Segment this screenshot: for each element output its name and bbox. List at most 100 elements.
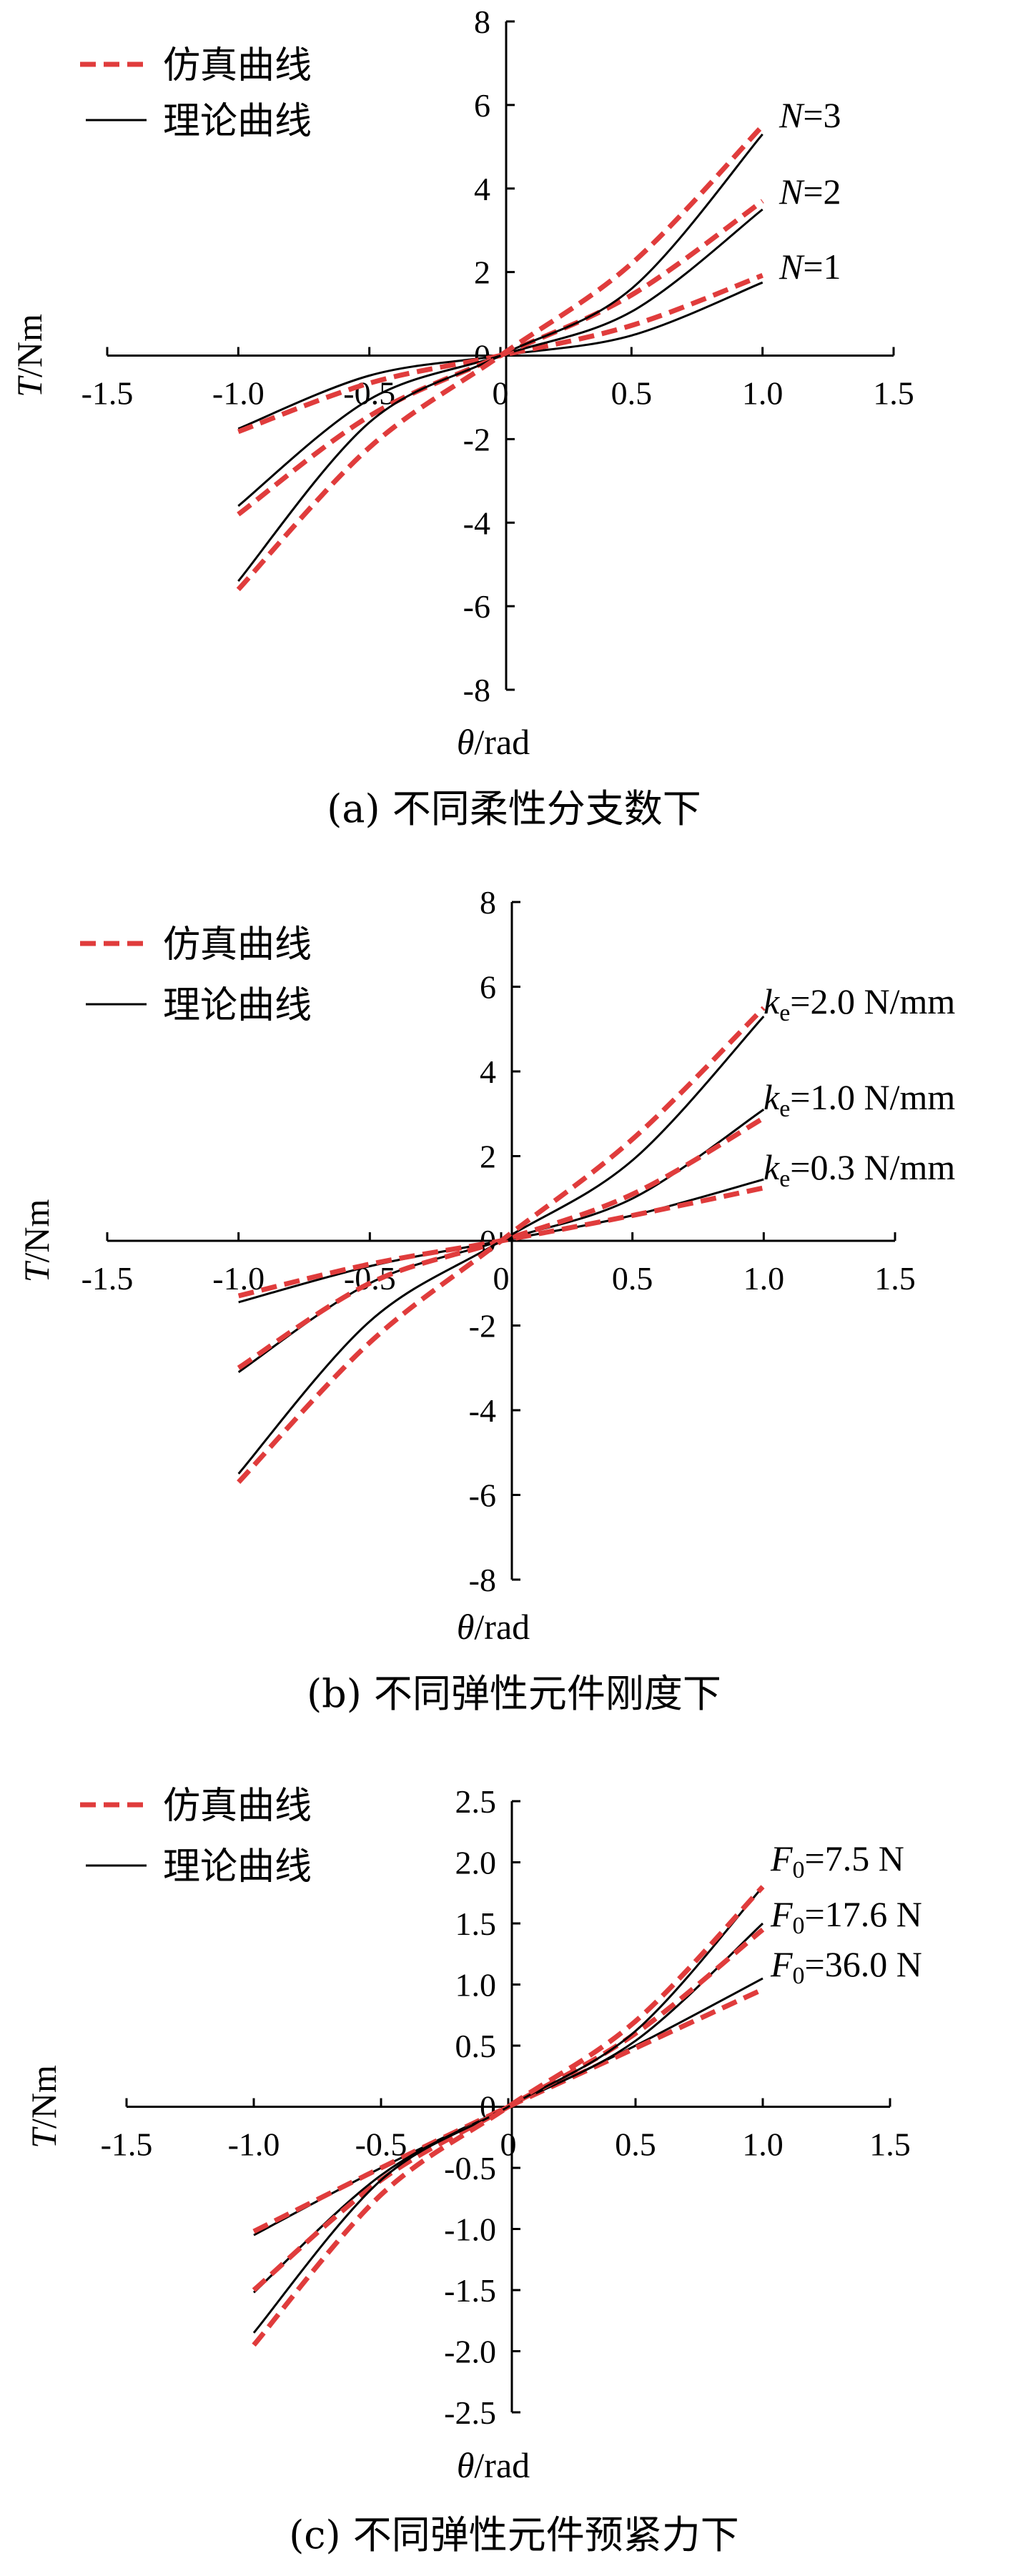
x-tick-label: 0 — [493, 375, 509, 412]
x-tick-label: -1.0 — [212, 375, 265, 412]
x-tick-label: -1.5 — [81, 1260, 134, 1297]
y-tick-label: -2 — [463, 421, 490, 457]
ann-value: =0.3 N/mm — [790, 1147, 955, 1187]
y-axis-label: T/Nm — [9, 314, 49, 397]
y-tick-label: -2.5 — [444, 2394, 496, 2431]
x-tick-label: -0.5 — [355, 2126, 407, 2163]
x-axis-symbol: θ — [457, 2445, 475, 2485]
y-tick-label: 0.5 — [455, 2028, 497, 2064]
x-axis-symbol: θ — [457, 722, 475, 762]
y-tick-label: -4 — [463, 505, 490, 541]
ann-subscript: e — [779, 1000, 790, 1026]
x-tick-label: -1.5 — [101, 2126, 153, 2163]
ann-value: =1 — [803, 247, 841, 287]
y-axis-label: T/Nm — [24, 2065, 64, 2149]
curve-annotation-2: ke=2.0 N/mm — [763, 981, 955, 1026]
curve-annotation-2: N=3 — [779, 95, 841, 135]
y-tick-label: -1.5 — [444, 2272, 496, 2309]
ann-value: =3 — [803, 95, 841, 135]
legend-theory-label: 理论曲线 — [163, 984, 312, 1027]
panel-caption: (a) 不同柔性分支数下 — [327, 786, 701, 831]
y-axis-unit: /Nm — [16, 1199, 56, 1263]
x-tick-label: 1.5 — [874, 1260, 916, 1297]
chart-panel-2: -1.5 -1.0 -0.5 0 0.5 1.0 1.52.52.01.51.00.50-0… — [24, 1783, 922, 2557]
curve-annotation-1: F0=17.6 N — [770, 1894, 922, 1939]
y-axis-unit: /Nm — [9, 314, 49, 377]
theory-curve-2 — [252, 1886, 764, 2334]
panel-caption: (b) 不同弹性元件刚度下 — [307, 1671, 721, 1716]
x-axis-symbol: θ — [457, 1607, 475, 1647]
legend-sim-label: 仿真曲线 — [163, 44, 312, 87]
y-tick-label: 8 — [474, 4, 490, 40]
x-axis-label: θ/rad — [457, 722, 530, 762]
theory-curve-2 — [237, 1015, 765, 1475]
y-tick-label: 2 — [474, 254, 490, 291]
sim-curve-0 — [252, 1987, 764, 2234]
ann-value: =2.0 N/mm — [790, 981, 955, 1021]
y-axis-symbol: T — [16, 1260, 56, 1282]
legend-sim-label: 仿真曲线 — [163, 923, 312, 966]
y-tick-label: 8 — [480, 884, 496, 921]
ann-symbol: k — [763, 981, 780, 1021]
x-tick-label: 1.0 — [743, 1260, 785, 1297]
y-tick-label: 1.0 — [455, 1967, 497, 2003]
ann-symbol: k — [763, 1147, 780, 1187]
y-tick-label: -1.0 — [444, 2211, 496, 2248]
y-tick-label: -2.0 — [444, 2334, 496, 2370]
sim-curve-2 — [252, 1885, 765, 2347]
y-tick-label: 1.5 — [455, 1906, 497, 1942]
ann-symbol: F — [770, 1944, 793, 1984]
sim-curve-2 — [236, 124, 765, 592]
curve-annotation-0: ke=0.3 N/mm — [763, 1147, 955, 1192]
chart-panel-1: -1.5 -1.0 -0.5 0 0.5 1.0 1.586420-2-4-6-8ke=0.… — [16, 884, 955, 1716]
y-tick-label: -6 — [469, 1477, 496, 1514]
ann-subscript: 0 — [793, 1857, 805, 1883]
y-tick-label: 2.5 — [455, 1783, 497, 1820]
sim-curve-1 — [237, 199, 764, 517]
x-tick-label: 1.0 — [742, 2126, 784, 2163]
legend-sim-label: 仿真曲线 — [163, 1785, 312, 1828]
y-tick-label: -2 — [469, 1308, 496, 1344]
x-tick-label: -1.5 — [81, 375, 134, 412]
ann-symbol: F — [770, 1894, 793, 1934]
chart-panel-0: -1.5 -1.0 -0.5 0 0.5 1.0 1.586420-2-4-6-8N=1N=… — [9, 4, 914, 831]
y-tick-label: 6 — [474, 87, 490, 124]
ann-value: =1.0 N/mm — [790, 1077, 955, 1117]
x-tick-label: 1.0 — [742, 375, 784, 412]
x-tick-label: 0 — [500, 2126, 517, 2163]
curve-annotation-1: ke=1.0 N/mm — [763, 1077, 955, 1122]
x-axis-unit: /rad — [474, 1607, 530, 1647]
x-tick-label: 0.5 — [612, 1260, 653, 1297]
y-tick-label: -8 — [463, 672, 490, 708]
ann-symbol: N — [779, 172, 805, 212]
ann-symbol: N — [779, 247, 805, 287]
x-tick-label: 0.5 — [615, 2126, 656, 2163]
curve-annotation-2: F0=7.5 N — [770, 1838, 904, 1883]
x-tick-label: 1.5 — [873, 375, 914, 412]
x-tick-label: 1.5 — [869, 2126, 911, 2163]
y-tick-label: 6 — [480, 969, 496, 1006]
curve-annotation-1: N=2 — [779, 172, 841, 212]
ann-value: =7.5 N — [805, 1838, 904, 1878]
y-tick-label: -6 — [463, 588, 490, 625]
y-tick-label: 4 — [480, 1054, 496, 1090]
ann-symbol: N — [779, 95, 805, 135]
x-tick-label: -1.0 — [228, 2126, 280, 2163]
x-tick-label: 0 — [493, 1260, 510, 1297]
x-axis-label: θ/rad — [457, 2445, 530, 2485]
y-tick-label: 2 — [480, 1139, 496, 1175]
y-tick-label: -8 — [469, 1562, 496, 1598]
curve-annotation-0: F0=36.0 N — [770, 1944, 922, 1989]
ann-value: =36.0 N — [805, 1944, 922, 1984]
y-tick-label: -0.5 — [444, 2150, 496, 2186]
y-tick-label: 4 — [474, 171, 490, 207]
theory-curve-2 — [237, 133, 763, 583]
y-tick-label: 2.0 — [455, 1845, 497, 1881]
ann-value: =17.6 N — [805, 1894, 922, 1934]
ann-value: =2 — [803, 172, 841, 212]
y-axis-symbol: T — [9, 375, 49, 397]
ann-subscript: e — [779, 1166, 790, 1192]
